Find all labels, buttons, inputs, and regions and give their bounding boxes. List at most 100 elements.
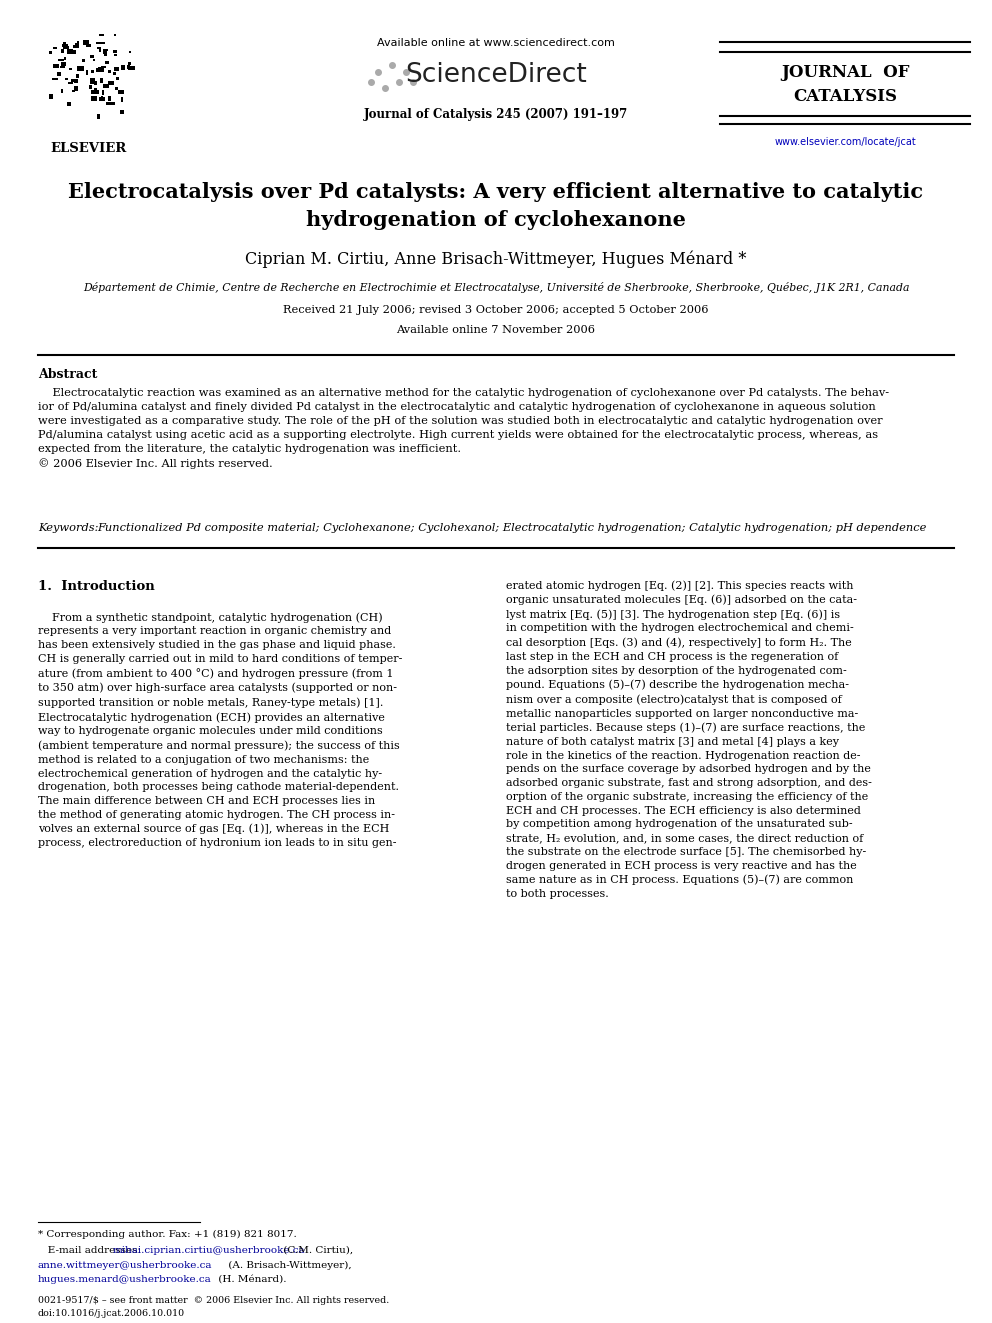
Text: ELSEVIER: ELSEVIER [50,142,126,155]
Bar [108,97,111,101]
Bar [100,66,105,69]
Bar [114,86,118,90]
Bar [74,79,77,83]
Bar [90,78,94,82]
Bar [76,41,79,45]
Bar [96,67,100,71]
Bar [91,97,97,101]
Text: hydrogenation of cyclohexanone: hydrogenation of cyclohexanone [307,210,685,230]
Text: Available online 7 November 2006: Available online 7 November 2006 [397,325,595,335]
Bar [100,78,103,83]
Bar [98,48,101,52]
Bar [74,86,78,91]
Text: doi:10.1016/j.jcat.2006.10.010: doi:10.1016/j.jcat.2006.10.010 [38,1308,186,1318]
Text: Electrocatalytic reaction was examined as an alternative method for the catalyti: Electrocatalytic reaction was examined a… [38,388,889,470]
Bar [96,90,99,93]
Bar [93,58,95,61]
Bar [129,50,131,53]
Bar [100,42,105,44]
Text: JOURNAL  OF: JOURNAL OF [781,64,910,81]
Text: CATALYSIS: CATALYSIS [793,89,897,105]
Bar [97,46,101,49]
Bar [83,40,89,45]
Bar [93,90,99,94]
Bar [120,110,124,114]
Bar [128,67,133,70]
Text: E-mail addresses:: E-mail addresses: [38,1246,144,1256]
Bar [72,90,74,93]
Text: Electrocatalysis over Pd catalysts: A very efficient alternative to catalytic: Electrocatalysis over Pd catalysts: A ve… [68,183,924,202]
Bar [63,57,65,61]
Text: www.elsevier.com/locate/jcat: www.elsevier.com/locate/jcat [774,138,916,147]
Bar [90,81,94,85]
Bar [121,65,125,70]
Text: * Corresponding author. Fax: +1 (819) 821 8017.: * Corresponding author. Fax: +1 (819) 82… [38,1230,297,1240]
Bar [91,90,95,94]
Text: (A. Brisach-Wittmeyer),: (A. Brisach-Wittmeyer), [225,1261,351,1270]
Bar [108,81,114,85]
Text: Keywords:: Keywords: [38,523,102,533]
Bar [67,50,70,54]
Bar [67,102,70,106]
Text: hugues.menard@usherbrooke.ca: hugues.menard@usherbrooke.ca [38,1275,211,1285]
Bar [64,78,67,79]
Bar [49,50,52,54]
Bar [104,53,107,56]
Bar [127,65,130,69]
Bar [54,64,60,69]
Bar [118,90,124,94]
Bar [59,58,63,61]
Bar [89,85,92,89]
Text: Available online at www.sciencedirect.com: Available online at www.sciencedirect.co… [377,38,615,48]
Text: Functionalized Pd composite material; Cyclohexanone; Cyclohexanol; Electrocataly: Functionalized Pd composite material; Cy… [97,523,927,533]
Bar [70,79,73,82]
Text: Département de Chimie, Centre de Recherche en Electrochimie et Electrocatalyse, : Département de Chimie, Centre de Recherc… [82,282,910,294]
Bar [101,97,103,98]
Bar [96,42,102,44]
Bar [89,54,94,58]
Text: (C.M. Cirtiu),: (C.M. Cirtiu), [280,1246,353,1256]
Bar [63,42,66,45]
Text: Ciprian M. Cirtiu, Anne Brisach-Wittmeyer, Hugues Ménard *: Ciprian M. Cirtiu, Anne Brisach-Wittmeye… [245,250,747,267]
Bar [104,85,108,87]
Text: anne.wittmeyer@usherbrooke.ca: anne.wittmeyer@usherbrooke.ca [38,1261,212,1270]
Bar [111,102,115,105]
Bar [130,66,135,70]
Bar [105,49,107,52]
Bar [113,71,116,75]
Bar [91,70,94,73]
Bar [61,49,64,53]
Bar [94,89,97,91]
Bar [121,97,123,102]
Bar [105,61,109,64]
Bar [102,90,104,94]
Bar [62,89,63,93]
Bar [61,62,66,66]
Text: erated atomic hydrogen [Eq. (2)] [2]. This species reacts with
organic unsaturat: erated atomic hydrogen [Eq. (2)] [2]. Th… [506,579,872,900]
Text: 1.  Introduction: 1. Introduction [38,579,155,593]
Bar [50,94,53,99]
Bar [106,102,111,105]
Text: Received 21 July 2006; revised 3 October 2006; accepted 5 October 2006: Received 21 July 2006; revised 3 October… [284,306,708,315]
Text: From a synthetic standpoint, catalytic hydrogenation (CH)
represents a very impo: From a synthetic standpoint, catalytic h… [38,613,403,848]
Bar [75,44,79,48]
Bar [86,70,88,75]
Bar [52,78,58,81]
Bar [67,49,69,53]
Bar [115,78,119,79]
Bar [80,66,83,71]
Bar [128,62,131,65]
Bar [61,66,65,67]
Bar [94,81,97,86]
Bar [99,34,104,36]
Bar [53,46,58,49]
Bar [71,50,75,54]
Bar [98,67,103,71]
Bar [73,45,79,48]
Bar [108,70,111,73]
Bar [114,67,119,70]
Bar [63,46,69,49]
Bar [114,54,117,56]
Bar [103,85,109,89]
Bar [113,49,117,53]
